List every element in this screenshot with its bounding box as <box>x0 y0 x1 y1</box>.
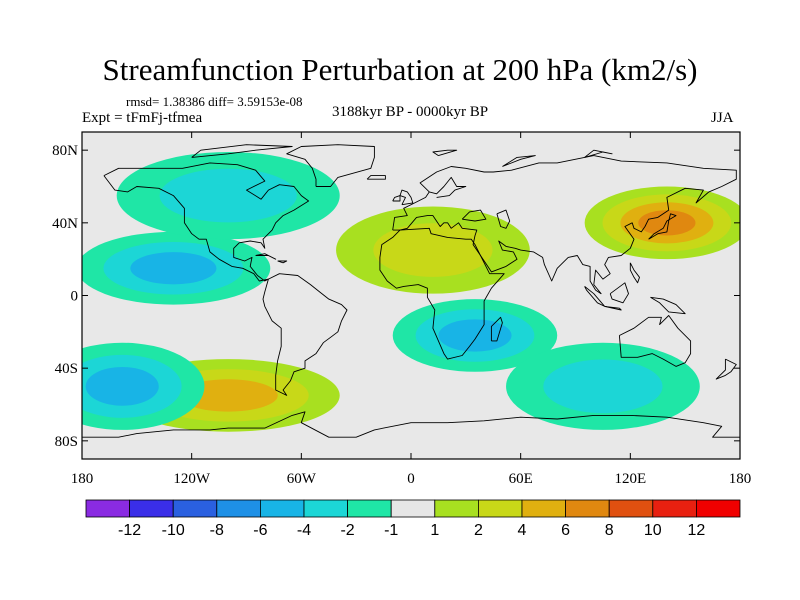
season-label: JJA <box>711 110 734 126</box>
colorbar-box <box>696 499 741 518</box>
coastline <box>609 282 629 304</box>
coastline <box>604 305 622 311</box>
colorbar-box <box>347 499 392 518</box>
x-tick-label: 60E <box>509 471 533 487</box>
x-tick-label: 180 <box>71 471 94 487</box>
colorbar-label: 12 <box>688 522 706 539</box>
coastline <box>379 227 505 360</box>
x-tick-label: 0 <box>407 471 415 487</box>
field-layer <box>82 151 740 432</box>
coastline <box>103 162 310 282</box>
coastline <box>650 296 686 315</box>
colorbar-label: -10 <box>162 522 185 539</box>
experiment-label: Expt = tFmFj-tfmea <box>82 110 203 126</box>
colorbar-label: -4 <box>297 522 311 539</box>
coastline <box>584 149 613 158</box>
colorbar-box <box>652 499 697 518</box>
colorbar-box <box>521 499 566 518</box>
coastline <box>648 213 677 240</box>
colorbar-box <box>216 499 261 518</box>
colorbar-label: 4 <box>518 522 527 539</box>
field-feature-low <box>82 342 205 430</box>
colorbar-box <box>434 499 479 518</box>
coastline <box>392 155 737 295</box>
field-feature-low <box>82 231 271 305</box>
y-tick-label: 80N <box>52 143 78 159</box>
x-tick-label: 60W <box>287 471 317 487</box>
colorbar-box <box>477 499 523 518</box>
colorbar-label: -12 <box>118 522 141 539</box>
contour-band <box>438 319 512 352</box>
coastline <box>429 176 467 198</box>
colorbar-label: 6 <box>561 522 570 539</box>
colorbar-labels: -12 -10 -8 -6 -4 -2 -1 1 2 4 6 8 10 12 <box>118 522 705 539</box>
coastline <box>255 253 277 260</box>
contour-band <box>543 359 663 414</box>
coastline <box>715 358 737 380</box>
y-tick-label: 0 <box>71 289 79 305</box>
coastline <box>191 144 293 158</box>
field-feature-high <box>584 186 740 260</box>
colorbar-box <box>565 499 610 518</box>
colorbar-label: 2 <box>474 522 483 539</box>
coastline <box>432 149 458 157</box>
field-feature-high <box>336 206 530 294</box>
x-tick-label: 180 <box>729 471 752 487</box>
y-tick-label: 80S <box>55 434 78 450</box>
coastline <box>629 262 640 284</box>
colorbar-label: -8 <box>210 522 224 539</box>
coastline-layer <box>82 144 740 438</box>
colorbar-box <box>608 499 654 518</box>
colorbar-boxes <box>85 499 741 518</box>
field-feature-low <box>392 299 558 372</box>
y-tick-label: 40S <box>55 361 78 377</box>
field-feature-low <box>506 342 700 430</box>
colorbar-box <box>259 499 305 518</box>
contour-band <box>85 366 159 406</box>
coastline <box>262 273 348 396</box>
colorbar-box <box>390 499 436 518</box>
colorbar-label: -2 <box>340 522 354 539</box>
coastline <box>502 155 536 167</box>
x-tick-label: 120E <box>614 471 646 487</box>
colorbar-label: 8 <box>605 522 614 539</box>
colorbar-label: 1 <box>430 522 439 539</box>
coastline <box>366 175 386 180</box>
chart-title: Streamfunction Perturbation at 200 hPa (… <box>102 52 698 87</box>
colorbar-label: 10 <box>644 522 662 539</box>
coastline <box>82 411 740 438</box>
coastline <box>286 144 375 187</box>
colorbar-box <box>172 499 218 518</box>
coastline <box>584 286 606 307</box>
tick-layer: 180 120W 60W 0 60E 120E 180 80N 40N 0 40S 80S <box>52 132 751 487</box>
coastline <box>490 316 503 342</box>
colorbar-box <box>85 499 130 518</box>
colorbar-label: -1 <box>384 522 398 539</box>
stats-text: rmsd= 1.38386 diff= 3.59153e-08 <box>126 94 303 109</box>
contour-band <box>373 223 493 277</box>
coastline <box>399 189 414 206</box>
coastline <box>496 209 511 229</box>
contour-band <box>638 210 696 236</box>
coastline <box>461 209 487 222</box>
period-label: 3188kyr BP - 0000kyr BP <box>331 104 489 120</box>
coastline <box>618 315 692 367</box>
contour-band <box>130 252 217 285</box>
x-tick-label: 120W <box>173 471 211 487</box>
period-label-wrap: 3188kyr BP - 0000kyr BP <box>0 104 800 121</box>
y-tick-label: 40N <box>52 216 78 232</box>
coastline <box>392 195 401 202</box>
coastline <box>277 260 288 264</box>
colorbar-box <box>129 499 174 518</box>
colorbar-label: -6 <box>253 522 267 539</box>
colorbar-box <box>303 499 348 518</box>
